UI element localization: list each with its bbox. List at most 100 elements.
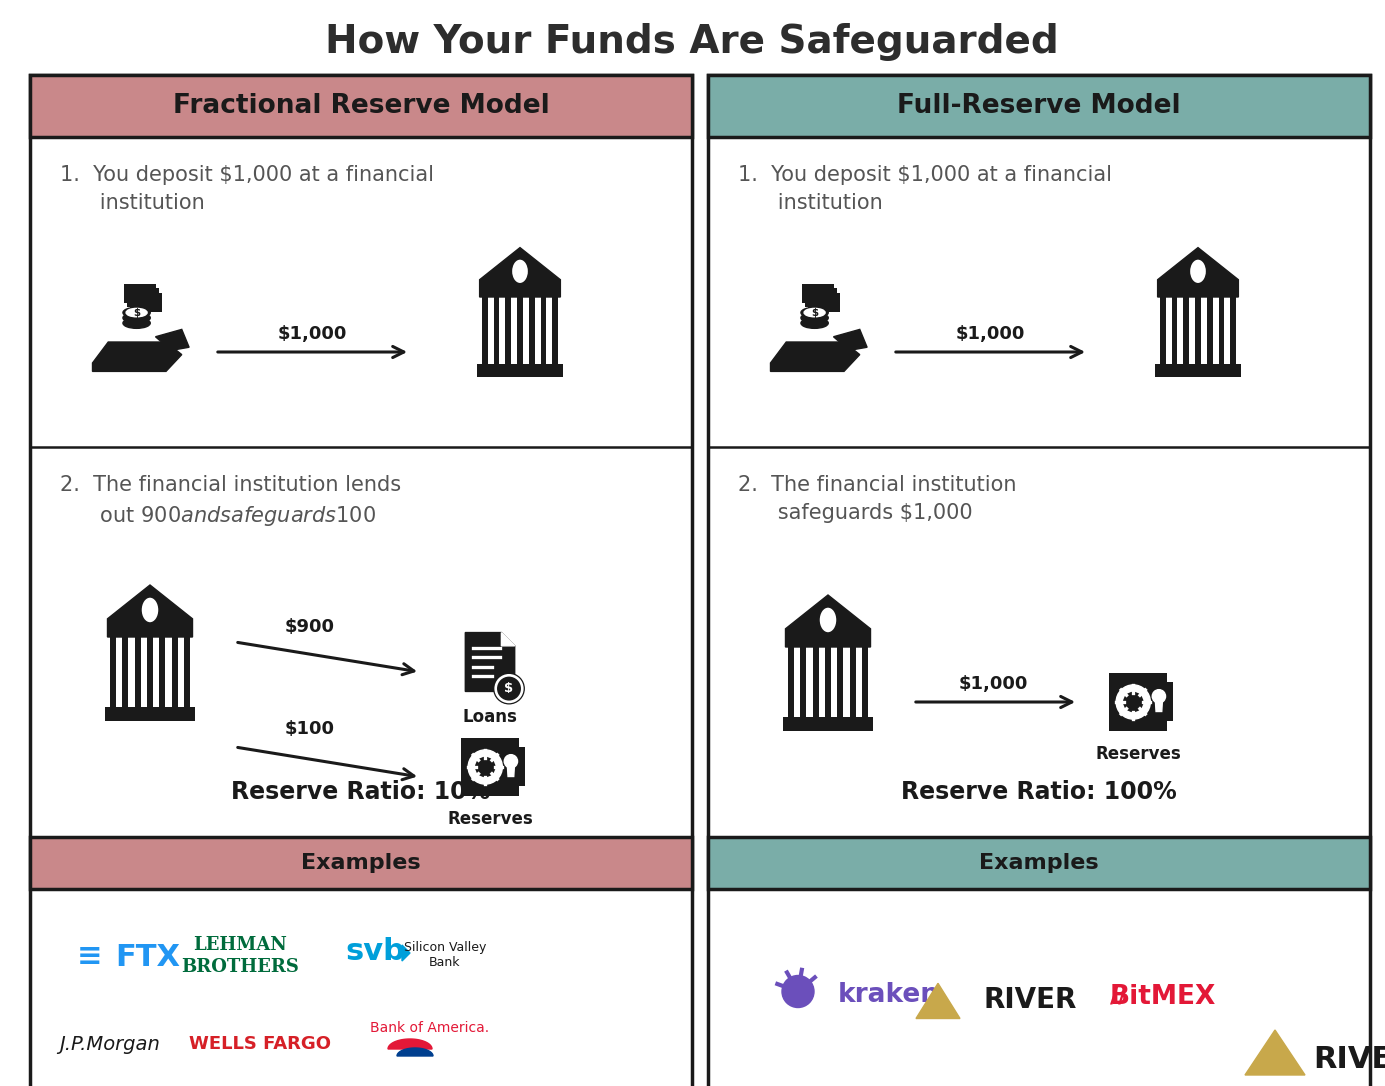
Ellipse shape: [819, 606, 838, 634]
Text: Reserve Ratio: 100%: Reserve Ratio: 100%: [902, 780, 1177, 804]
Bar: [1108, 672, 1168, 732]
Ellipse shape: [805, 308, 825, 317]
Text: $1,000: $1,000: [956, 325, 1025, 343]
Ellipse shape: [511, 258, 529, 285]
Ellipse shape: [126, 308, 147, 317]
Bar: [849, 647, 856, 717]
Ellipse shape: [123, 318, 150, 328]
Text: 1.  You deposit $1,000 at a financial
      institution: 1. You deposit $1,000 at a financial ins…: [60, 165, 434, 213]
Bar: [30, 837, 692, 889]
Bar: [1172, 296, 1177, 364]
Text: //: //: [1109, 986, 1126, 1007]
Bar: [172, 637, 177, 707]
Polygon shape: [397, 1048, 434, 1056]
Circle shape: [783, 975, 814, 1008]
Polygon shape: [402, 945, 410, 961]
Ellipse shape: [801, 307, 828, 318]
Polygon shape: [834, 329, 867, 351]
Bar: [461, 737, 519, 796]
Bar: [519, 747, 525, 785]
Bar: [159, 637, 165, 707]
Bar: [30, 75, 692, 137]
Text: Examples: Examples: [301, 853, 421, 873]
Polygon shape: [507, 761, 515, 776]
Text: svb: svb: [345, 937, 404, 967]
Bar: [708, 837, 1370, 889]
Bar: [147, 637, 152, 707]
Bar: [1155, 364, 1241, 377]
Bar: [105, 707, 195, 721]
Text: Loans: Loans: [463, 708, 518, 727]
Ellipse shape: [801, 313, 828, 324]
Circle shape: [476, 758, 494, 776]
Polygon shape: [501, 632, 515, 646]
Text: ≡: ≡: [78, 943, 102, 972]
Bar: [109, 637, 116, 707]
Polygon shape: [155, 329, 190, 351]
Text: $: $: [812, 307, 819, 317]
Ellipse shape: [123, 307, 150, 318]
Text: $1,000: $1,000: [278, 325, 348, 343]
Bar: [1230, 296, 1235, 364]
Bar: [708, 75, 1370, 1086]
Text: 1.  You deposit $1,000 at a financial
      institution: 1. You deposit $1,000 at a financial ins…: [738, 165, 1112, 213]
Text: J.P.Morgan: J.P.Morgan: [60, 1035, 161, 1053]
Bar: [184, 637, 190, 707]
Ellipse shape: [801, 318, 828, 328]
Circle shape: [504, 755, 518, 768]
Bar: [529, 296, 535, 364]
Text: Fractional Reserve Model: Fractional Reserve Model: [173, 93, 550, 119]
Bar: [540, 296, 546, 364]
Text: 2.  The financial institution lends
      out $900 and safeguards $100: 2. The financial institution lends out $…: [60, 475, 402, 528]
Text: Reserve Ratio: 10%: Reserve Ratio: 10%: [231, 780, 490, 804]
Text: Reserves: Reserves: [1096, 745, 1181, 763]
Text: Reserves: Reserves: [447, 810, 533, 828]
Circle shape: [1123, 693, 1143, 711]
Polygon shape: [1158, 248, 1238, 296]
Polygon shape: [1155, 696, 1162, 711]
Text: FTX: FTX: [115, 943, 180, 972]
Polygon shape: [388, 1039, 432, 1049]
Bar: [801, 647, 806, 717]
Text: RIVER: RIVER: [1313, 1046, 1385, 1074]
Ellipse shape: [140, 596, 161, 624]
Bar: [482, 296, 488, 364]
Polygon shape: [770, 342, 860, 371]
Bar: [506, 296, 511, 364]
Bar: [788, 647, 794, 717]
Bar: [493, 296, 500, 364]
Text: LEHMAN: LEHMAN: [193, 936, 287, 954]
Text: RIVER: RIVER: [983, 985, 1076, 1013]
Bar: [553, 296, 558, 364]
Bar: [517, 296, 524, 364]
Polygon shape: [108, 585, 193, 637]
Bar: [1195, 296, 1201, 364]
Bar: [1183, 296, 1190, 364]
Text: BROTHERS: BROTHERS: [181, 958, 299, 976]
Bar: [127, 289, 159, 307]
Bar: [30, 75, 692, 1086]
Text: $900: $900: [285, 618, 335, 636]
Text: Full-Reserve Model: Full-Reserve Model: [897, 93, 1181, 119]
Bar: [802, 285, 834, 303]
Text: $1,000: $1,000: [958, 675, 1028, 693]
Circle shape: [1116, 685, 1151, 719]
Polygon shape: [915, 983, 960, 1019]
Polygon shape: [479, 248, 561, 296]
Polygon shape: [785, 595, 871, 647]
Text: $: $: [133, 307, 140, 317]
Circle shape: [1152, 690, 1166, 703]
Bar: [134, 637, 141, 707]
Polygon shape: [465, 632, 515, 692]
Text: Bank: Bank: [429, 956, 461, 969]
Text: 2.  The financial institution
      safeguards $1,000: 2. The financial institution safeguards …: [738, 475, 1017, 523]
Bar: [825, 647, 831, 717]
Polygon shape: [93, 342, 181, 371]
Bar: [1168, 682, 1173, 721]
Circle shape: [468, 750, 503, 784]
Text: Bank of America.: Bank of America.: [370, 1021, 489, 1035]
Text: Silicon Valley: Silicon Valley: [404, 940, 486, 954]
Bar: [1219, 296, 1224, 364]
Bar: [125, 285, 155, 303]
Text: BitMEX: BitMEX: [1109, 984, 1216, 1010]
